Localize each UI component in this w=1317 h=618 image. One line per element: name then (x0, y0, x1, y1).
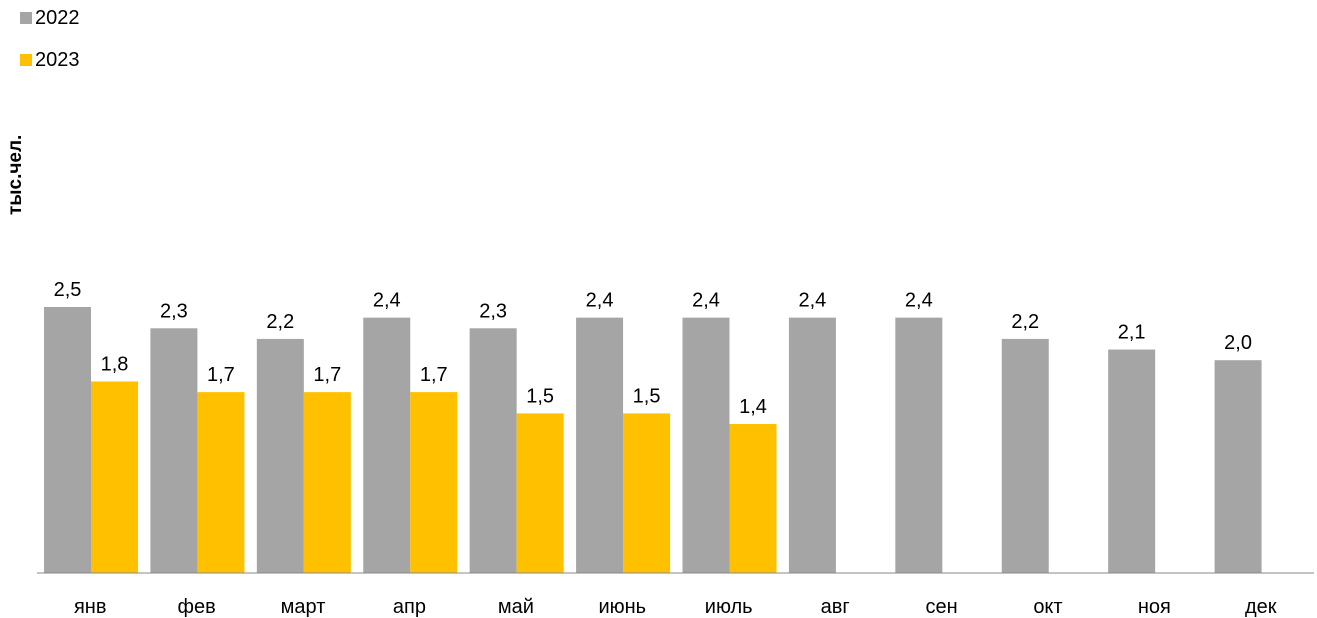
x-tick-label-дек: дек (1245, 596, 1277, 618)
bar-2022-май (469, 328, 517, 573)
bar-2023-июль (729, 424, 777, 573)
x-tick-label-июль: июль (705, 596, 753, 618)
data-label-2022-сен: 2,4 (905, 290, 933, 312)
bar-2022-янв (44, 307, 91, 573)
data-label-2023-июль: 1,4 (739, 396, 767, 418)
x-tick-label-сен: сен (925, 596, 957, 618)
bar-2023-янв (91, 381, 138, 573)
x-tick-label-окт: окт (1033, 596, 1062, 618)
data-label-2022-фев: 2,3 (160, 300, 188, 322)
data-label-2023-апр: 1,7 (420, 364, 448, 386)
data-label-2022-окт: 2,2 (1011, 311, 1039, 333)
legend-item-2023: 2023 (20, 48, 80, 72)
legend-swatch-2023 (20, 54, 32, 66)
data-label-2022-апр: 2,4 (373, 290, 401, 312)
legend-swatch-2022 (20, 12, 32, 24)
data-label-2022-июль: 2,4 (692, 290, 720, 312)
bar-2022-дек (1214, 360, 1262, 573)
legend-label-2023: 2023 (35, 48, 80, 71)
data-label-2022-ноя: 2,1 (1118, 322, 1146, 344)
x-tick-label-янв: янв (74, 596, 107, 618)
bar-2022-фев (150, 328, 198, 573)
bar-2023-фев (197, 392, 245, 573)
x-tick-label-фев: фев (178, 596, 216, 618)
x-tick-label-май: май (498, 596, 534, 618)
bar-2023-май (516, 413, 564, 573)
bar-2022-ноя (1108, 349, 1156, 573)
legend-item-2022: 2022 (20, 6, 80, 30)
data-label-2023-фев: 1,7 (207, 364, 235, 386)
data-label-2022-авг: 2,4 (799, 290, 827, 312)
bar-2022-апр (363, 317, 411, 573)
x-tick-label-июнь: июнь (598, 596, 646, 618)
bar-2023-апр (410, 392, 458, 573)
bar-2022-июнь (576, 317, 624, 573)
bar-2022-сен (895, 317, 943, 573)
bar-2022-авг (788, 317, 836, 573)
bar-2022-окт (1001, 338, 1049, 573)
bar-2022-март (256, 338, 304, 573)
legend-label-2022: 2022 (35, 6, 80, 29)
data-label-2022-дек: 2,0 (1224, 332, 1252, 354)
data-label-2022-май: 2,3 (479, 300, 507, 322)
data-label-2023-июнь: 1,5 (633, 385, 661, 407)
x-tick-label-авг: авг (821, 596, 850, 618)
data-label-2022-июнь: 2,4 (586, 290, 614, 312)
bar-2023-июнь (623, 413, 671, 573)
chart-legend: 2022 2023 (20, 6, 80, 90)
data-label-2023-март: 1,7 (313, 364, 341, 386)
bar-2023-март (303, 392, 351, 573)
x-tick-label-март: март (281, 596, 326, 618)
bar-2022-июль (682, 317, 730, 573)
data-label-2023-май: 1,5 (526, 385, 554, 407)
data-label-2022-янв: 2,5 (54, 279, 82, 301)
data-label-2023-янв: 1,8 (101, 353, 129, 375)
x-tick-label-ноя: ноя (1138, 596, 1171, 618)
x-tick-label-апр: апр (393, 596, 426, 618)
data-label-2022-март: 2,2 (266, 311, 294, 333)
